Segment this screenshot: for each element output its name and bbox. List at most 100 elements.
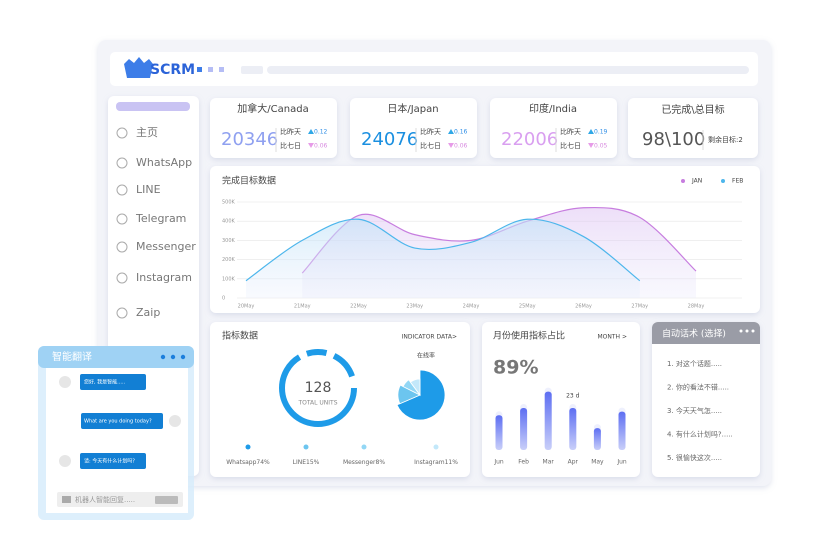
scripts-card (652, 322, 760, 477)
script-item[interactable]: 5. 很愉快这次..... (667, 453, 722, 462)
menu-item[interactable]: Telegram (135, 212, 186, 225)
goal-remaining: 剩余目标:2 (708, 135, 743, 144)
legend-value: 74% (256, 459, 270, 466)
total-label: TOTAL UNITS (297, 400, 337, 407)
legend-dot (681, 179, 685, 183)
message-bubble (80, 453, 146, 469)
x-tick-label: Jun (493, 459, 504, 466)
down-arrow (588, 143, 594, 148)
pie-slice (397, 384, 421, 405)
legend-label: Instagram11% (414, 459, 458, 466)
bar (569, 408, 577, 450)
chat-body (46, 368, 188, 513)
chat-header (38, 346, 194, 368)
menu-item[interactable]: Messenger (136, 240, 196, 253)
menu-item[interactable]: Zaip (136, 306, 160, 319)
legend-dot (721, 179, 725, 183)
legend-name: Whatsapp (226, 459, 256, 466)
stat-change: 0.19 (594, 129, 608, 136)
dot (745, 329, 749, 333)
menu-item[interactable]: LINE (136, 183, 161, 196)
pie-chart: Whatsapp74% LINE15% Messenger8% Instagram11… (226, 369, 458, 466)
menu-icon (116, 272, 128, 284)
logo: SCRM (150, 62, 195, 78)
bar (544, 391, 552, 450)
dot (170, 354, 176, 360)
x-tick-label: 26May (575, 304, 592, 310)
pie-slice (409, 378, 421, 397)
donut-ring (279, 349, 357, 427)
legend-dot (303, 444, 309, 450)
script-item[interactable]: 3. 今天天气怎..... (667, 406, 722, 415)
stat-label: 比七日 (420, 141, 441, 150)
scripts-header (652, 322, 760, 344)
legend-label: JAN (691, 178, 702, 185)
send-button[interactable] (155, 496, 178, 504)
link[interactable]: MONTH > (598, 334, 628, 341)
y-tick-label: 500K (222, 200, 236, 206)
search-bar[interactable] (267, 66, 749, 74)
goal-title: 已完成\总目标 (661, 103, 724, 116)
message: What are you doing today? (84, 419, 152, 425)
message-bubble (80, 374, 146, 390)
up-arrow (308, 129, 314, 134)
chat-title: 智能翻译 (52, 350, 92, 363)
avatar (169, 415, 181, 427)
bar (618, 411, 626, 450)
stat-label: 比昨天 (420, 127, 441, 136)
pie-slice (396, 369, 446, 421)
script-item[interactable]: 1. 对这个话题..... (667, 359, 722, 368)
stat-change: 0.06 (314, 143, 328, 150)
x-tick-label: 21May (294, 304, 311, 310)
up-arrow (588, 129, 594, 134)
scripts-list: 1. 对这个话题..... 2. 你的看法不错..... 3. 今天天气怎.....… (667, 359, 733, 462)
menu-icon (116, 184, 128, 196)
x-tick-label: 20May (238, 304, 255, 310)
x-tick-label: 24May (463, 304, 480, 310)
y-tick-label: 100K (222, 276, 236, 282)
menu-item[interactable]: WhatsApp (136, 156, 192, 169)
bar (520, 408, 528, 450)
y-tick-label: 0 (222, 296, 225, 302)
logo-icon (124, 57, 153, 78)
menu-icon (116, 127, 128, 139)
stat-change: 0.12 (314, 129, 328, 136)
x-tick-label: 28May (688, 304, 705, 310)
stat-label: 比七日 (560, 141, 581, 150)
legend-dot (361, 444, 367, 450)
script-item[interactable]: 4. 有什么计划吗?..... (667, 430, 733, 439)
stat-title: 印度/India (529, 102, 577, 115)
dot (219, 67, 224, 72)
legend-name: Messenger (343, 459, 376, 466)
x-tick-label: Jun (616, 459, 627, 466)
y-tick-label: 200K (222, 257, 236, 263)
scripts-title: 自动话术 (选择) (662, 328, 726, 340)
total: 128 (305, 380, 332, 396)
x-tick-label: Feb (518, 459, 529, 466)
legend-value: 15% (306, 459, 320, 466)
x-tick-label: 22May (350, 304, 367, 310)
chat-input[interactable] (57, 492, 183, 507)
sidebar-items: 主页 WhatsApp LINE Telegram Messenger Instagram… (116, 126, 196, 319)
dot (739, 329, 743, 333)
script-item[interactable]: 2. 你的看法不错..... (667, 383, 729, 392)
stat-change: 0.05 (594, 143, 608, 150)
stat-label: 比昨天 (280, 127, 301, 136)
link[interactable]: INDICATOR DATA> (402, 334, 457, 341)
dot (160, 354, 166, 360)
menu-item[interactable]: Instagram (136, 271, 192, 284)
bar-annotation: 23 d (566, 393, 580, 400)
message: 请: 今天有什么计划吗? (84, 458, 135, 465)
menu-icon (116, 213, 128, 225)
y-tick-label: 400K (222, 219, 236, 225)
down-arrow (308, 143, 314, 148)
legend-value: 8% (376, 459, 386, 466)
sidebar-header (116, 102, 190, 111)
dot (208, 67, 213, 72)
x-tick-label: Mar (543, 459, 555, 466)
menu-item[interactable]: 主页 (136, 126, 158, 139)
pie-slice (402, 379, 421, 396)
x-tick-label: Apr (568, 459, 579, 466)
